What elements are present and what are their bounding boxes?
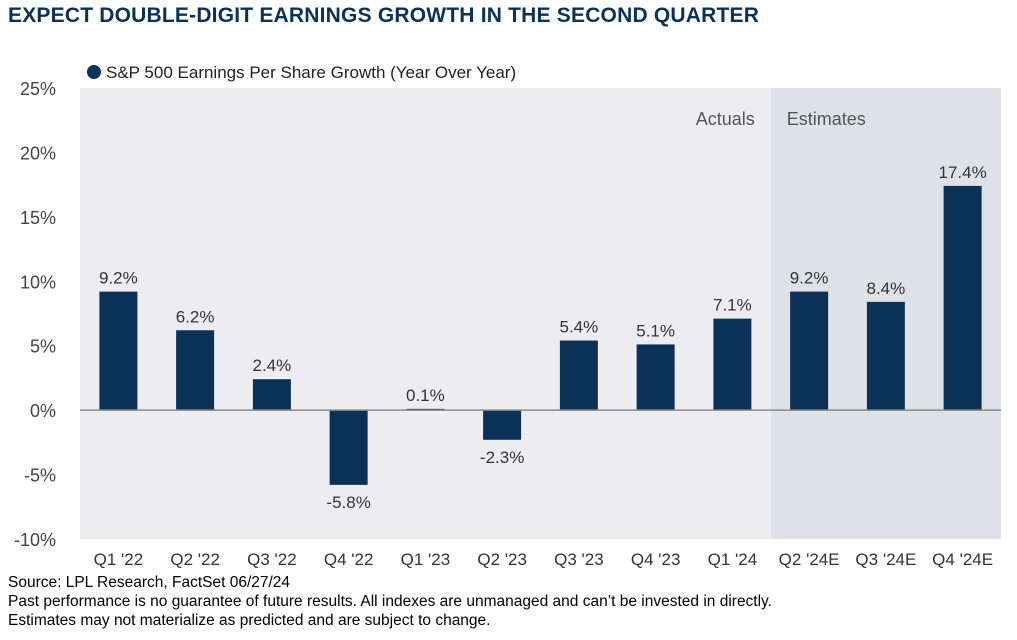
bar [790, 291, 829, 411]
x-tick-label: Q3 '24E [855, 550, 916, 569]
x-tick-label: Q1 '24 [708, 550, 758, 569]
data-label: 9.2% [99, 269, 138, 288]
source-line: Source: LPL Research, FactSet 06/27/24 [8, 574, 291, 591]
y-tick-label: -10% [14, 530, 56, 550]
data-label: 5.4% [560, 318, 599, 337]
y-tick-label: -5% [24, 466, 56, 486]
data-label: 2.4% [253, 356, 292, 375]
data-label: 9.2% [790, 269, 829, 288]
legend-label: S&P 500 Earnings Per Share Growth (Year … [106, 63, 516, 82]
bar [713, 318, 752, 411]
y-tick-label: 25% [20, 79, 56, 99]
y-tick-label: 0% [30, 401, 56, 421]
bar [483, 410, 522, 440]
disclaimer-line-2: Estimates may not materialize as predict… [8, 612, 491, 629]
source-notes: Source: LPL Research, FactSet 06/27/24 P… [8, 573, 772, 630]
bar [636, 344, 675, 411]
data-label: 0.1% [406, 386, 445, 405]
x-tick-label: Q4 '22 [324, 550, 374, 569]
data-label: -2.3% [480, 448, 524, 467]
actuals-label: Actuals [696, 109, 755, 129]
x-tick-label: Q2 '23 [477, 550, 527, 569]
bar [176, 330, 215, 411]
x-tick-label: Q4 '23 [631, 550, 681, 569]
bar-chart: Actuals Estimates S&P 500 Earnings Per Sha… [14, 63, 1001, 569]
x-tick-label: Q3 '22 [247, 550, 297, 569]
chart-title: EXPECT DOUBLE-DIGIT EARNINGS GROWTH IN T… [8, 4, 760, 27]
disclaimer-line-1: Past performance is no guarantee of futu… [8, 593, 772, 610]
estimates-label: Estimates [787, 109, 866, 129]
x-tick-label: Q4 '24E [932, 550, 993, 569]
legend-marker [87, 65, 101, 79]
data-label: 6.2% [176, 307, 215, 326]
x-tick-label: Q2 '22 [170, 550, 220, 569]
x-tick-label: Q1 '22 [94, 550, 144, 569]
y-tick-label: 5% [30, 337, 56, 357]
x-tick-label: Q3 '23 [554, 550, 604, 569]
data-label: 7.1% [713, 296, 752, 315]
bar [559, 340, 598, 411]
y-tick-label: 15% [20, 208, 56, 228]
bar [252, 379, 291, 411]
data-label: -5.8% [326, 493, 370, 512]
bar [329, 410, 368, 485]
bar [99, 291, 138, 411]
data-label: 5.1% [636, 321, 675, 340]
y-tick-label: 20% [20, 143, 56, 163]
x-tick-label: Q1 '23 [401, 550, 451, 569]
bar [866, 301, 905, 411]
x-tick-label: Q2 '24E [779, 550, 840, 569]
data-label: 17.4% [939, 163, 987, 182]
y-tick-label: 10% [20, 272, 56, 292]
bar [943, 185, 982, 411]
data-label: 8.4% [867, 279, 906, 298]
